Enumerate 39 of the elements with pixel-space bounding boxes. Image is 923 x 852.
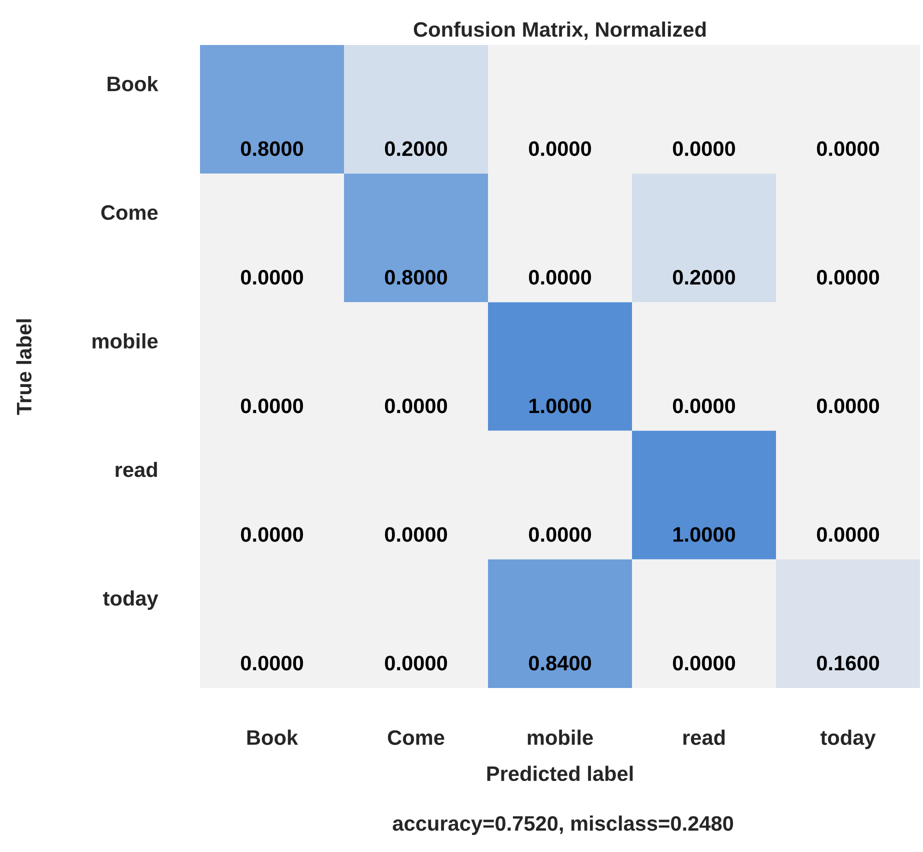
data-label: 0.8400 [528,656,592,670]
y-tick-label: Come [101,205,158,220]
y-tick-label: mobile [92,333,158,349]
x-axis-title: Predicted label [487,766,633,782]
data-label: 0.8000 [240,141,304,156]
data-label: 0.2000 [384,141,448,156]
x-tick-label: Come [388,730,444,745]
data-label: 1.0000 [529,398,592,414]
x-tick-label: today [820,730,876,750]
data-label: 0.0000 [528,141,592,156]
data-label: 0.0000 [672,398,736,414]
data-label: 0.0000 [528,527,592,542]
data-label: 0.1600 [816,656,880,670]
data-label: 0.0000 [240,398,304,414]
text: accuracy=0.7520, misclass=0.2480 [392,816,734,835]
data-label: 0.0000 [672,141,736,156]
data-label: 0.0000 [384,527,448,542]
x-tick-label: Book [247,730,298,745]
data-label: 0.0000 [816,398,880,414]
data-label: 0.0000 [528,270,592,285]
data-label: 0.0000 [672,656,736,670]
y-tick-label: read [116,462,157,478]
chart-title: Confusion Matrix, Normalized [414,22,706,40]
data-label: 0.0000 [384,656,448,670]
x-tick-label: mobile [528,730,593,745]
data-label: 0.2000 [672,270,736,285]
data-label: 0.0000 [816,270,880,285]
data-label: 0.0000 [240,527,304,542]
data-label: 0.8000 [384,270,448,285]
data-label: 0.0000 [240,270,304,285]
y-tick-label: Book [108,76,158,92]
data-label: 0.0000 [384,398,448,414]
data-label: 0.0000 [816,527,880,542]
data-label: 0.0000 [240,656,304,670]
data-label: 1.0000 [673,527,736,542]
x-tick-label: read [683,730,725,745]
y-axis-title: True label [16,319,32,415]
data-label: 0.0000 [816,141,880,156]
y-tick-label: today [103,590,158,610]
